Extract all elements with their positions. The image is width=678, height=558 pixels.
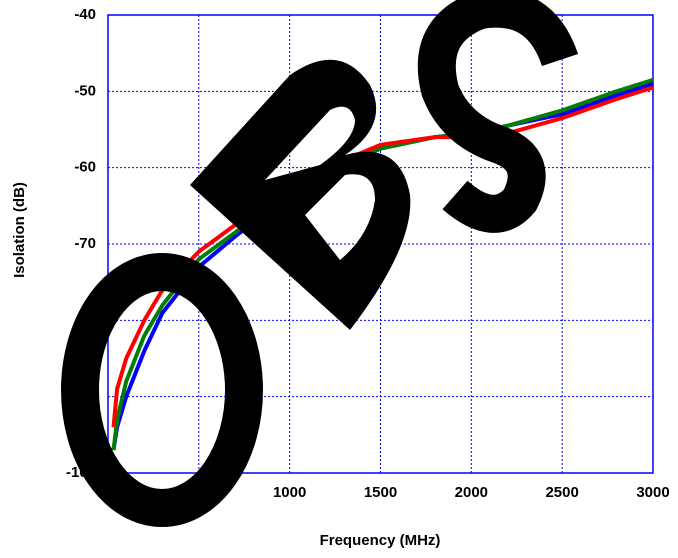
y-tick-label: -50 (74, 82, 96, 99)
watermark-b (190, 59, 411, 330)
y-axis-label: Isolation (dB) (11, 182, 28, 278)
watermark-s (417, 0, 579, 233)
x-tick-label: 2500 (545, 484, 578, 501)
x-tick-label: 3000 (636, 484, 669, 501)
watermark-o (61, 253, 263, 527)
y-tick-label: -70 (74, 235, 96, 252)
x-tick-label: 2000 (455, 484, 488, 501)
y-tick-label: -60 (74, 159, 96, 176)
x-tick-label: 1500 (364, 484, 397, 501)
y-tick-label: -40 (74, 6, 96, 23)
x-tick-label: 1000 (273, 484, 306, 501)
x-axis-label: Frequency (MHz) (320, 532, 441, 549)
plot-frame (107, 14, 654, 474)
